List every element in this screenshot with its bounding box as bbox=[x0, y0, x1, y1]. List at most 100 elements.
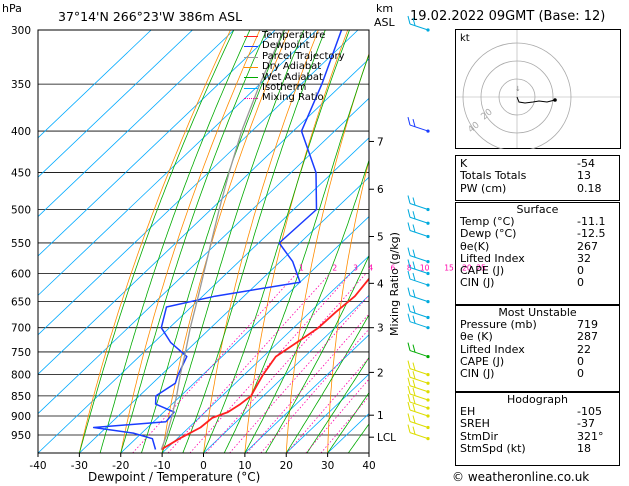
hodograph-unit: kt bbox=[460, 33, 470, 44]
x-tick-label: -20 bbox=[112, 460, 129, 472]
mu-li-row: Lifted Index 22 bbox=[460, 342, 591, 356]
wind-barbs bbox=[407, 15, 430, 441]
x-tick-label: -40 bbox=[29, 460, 46, 472]
wind-barb-feather bbox=[407, 222, 411, 231]
wind-barb bbox=[407, 116, 430, 133]
copyright-footer: © weatheronline.co.uk bbox=[452, 470, 590, 484]
legend-item: Mixing Ratio bbox=[244, 93, 345, 103]
wind-barb-dot bbox=[426, 414, 430, 418]
wind-barb-staff bbox=[409, 368, 429, 376]
wind-barb-feather bbox=[412, 249, 416, 258]
sreh-row: SREH -37 bbox=[460, 417, 595, 431]
wind-barb-feather bbox=[412, 395, 416, 404]
mixing-ratio-label: 1 bbox=[299, 264, 304, 273]
wind-barb-feather bbox=[407, 259, 411, 268]
wet-adiabat-line bbox=[161, 30, 305, 453]
surface-table: Surface Temp (°C) -11.1 Dewp (°C) -12.5 θe… bbox=[455, 202, 620, 305]
datetime-title: 19.02.2022 09GMT (Base: 12) bbox=[410, 9, 606, 24]
pw-row: PW (cm) 0.18 bbox=[460, 181, 602, 195]
isotherm-line bbox=[285, 373, 369, 453]
wind-barb-dot bbox=[426, 207, 430, 212]
isotherm-line bbox=[161, 255, 369, 453]
wet-adiabat-line bbox=[244, 158, 369, 453]
wind-barb-feather bbox=[407, 116, 411, 126]
pressure-tick-label: 400 bbox=[11, 126, 31, 138]
legend-swatch bbox=[244, 77, 258, 79]
wind-barb bbox=[407, 385, 430, 402]
location-title: 37°14'N 266°23'W 386m ASL bbox=[58, 9, 243, 24]
legend-swatch bbox=[244, 98, 258, 100]
wind-barb-staff bbox=[409, 23, 429, 31]
mixing-ratio-line bbox=[260, 328, 369, 453]
hodograph-trace bbox=[516, 96, 556, 104]
wind-barb bbox=[407, 342, 430, 359]
x-tick-label: 20 bbox=[280, 460, 293, 472]
wet-adiabat-line bbox=[182, 30, 326, 453]
totals-totals-row: Totals Totals 13 bbox=[460, 169, 591, 183]
wind-barb-feather bbox=[412, 362, 416, 371]
hodograph-storm-marker bbox=[553, 98, 557, 102]
wind-barb-feather bbox=[407, 313, 411, 322]
mixing-ratio-line bbox=[132, 273, 297, 453]
wet-adiabat-line bbox=[285, 314, 369, 453]
wind-barb-dot bbox=[426, 390, 430, 394]
legend-label: Temperature bbox=[262, 30, 326, 41]
wind-barb bbox=[407, 413, 430, 430]
wind-barb-dot bbox=[426, 315, 430, 320]
wind-barb-feather bbox=[412, 197, 416, 206]
wind-barb-dot bbox=[426, 381, 430, 385]
wind-barb-staff bbox=[409, 216, 429, 224]
wind-barb-staff bbox=[409, 230, 429, 237]
mixing-ratio-line bbox=[205, 273, 367, 453]
legend-item: Wet Adiabat bbox=[244, 72, 345, 83]
wind-barb-feather bbox=[412, 315, 416, 324]
most-unstable-table: Most Unstable Pressure (mb) 719 θe (K) 287… bbox=[455, 305, 620, 392]
mixing-ratio-axis-label: Mixing Ratio (g/kg) bbox=[388, 232, 401, 336]
surface-cin-row: CIN (J) 0 bbox=[460, 276, 584, 290]
wet-adiabat-line bbox=[306, 356, 369, 453]
wind-barb-staff bbox=[409, 202, 429, 210]
pressure-tick-label: 550 bbox=[11, 238, 31, 250]
wind-barb-feather bbox=[412, 118, 416, 127]
wind-barb-staff bbox=[409, 278, 429, 286]
mu-pressure-row: Pressure (mb) 719 bbox=[460, 318, 598, 331]
legend-label: Parcel Trajectory bbox=[262, 50, 345, 62]
wind-barb-staff bbox=[409, 255, 429, 263]
k-index-row: K -54 bbox=[460, 157, 595, 170]
wind-barb-feather bbox=[407, 303, 411, 312]
wind-barb-feather bbox=[412, 415, 416, 424]
wind-barb-feather bbox=[407, 401, 411, 411]
height-tick-label: 6 bbox=[377, 184, 384, 196]
wind-barb-feather bbox=[412, 387, 416, 396]
wind-barb-feather bbox=[407, 360, 411, 369]
wind-barb-feather bbox=[407, 385, 411, 395]
legend-swatch bbox=[244, 35, 258, 37]
wind-barb-staff bbox=[409, 432, 429, 440]
height-unit-asl: ASL bbox=[374, 16, 395, 29]
legend-swatch bbox=[244, 56, 258, 58]
legend-label: Dewpoint bbox=[262, 40, 310, 52]
mu-cape-row: CAPE (J) 0 bbox=[460, 354, 584, 368]
dry-adiabat-line bbox=[244, 30, 349, 453]
chart-series bbox=[92, 30, 369, 451]
surface-cape-row: CAPE (J) 0 bbox=[460, 264, 584, 278]
legend-item: Isotherm bbox=[244, 82, 345, 93]
wind-barb-feather bbox=[412, 261, 416, 270]
wind-barb-feather bbox=[412, 289, 416, 298]
x-tick-label: -10 bbox=[154, 460, 171, 472]
isotherm-line bbox=[203, 294, 369, 453]
wind-barb bbox=[407, 303, 430, 320]
wind-barb-feather bbox=[412, 403, 416, 412]
wind-barb bbox=[407, 270, 430, 287]
mixing-ratio-line bbox=[286, 357, 369, 453]
height-unit-km: km bbox=[376, 2, 394, 15]
wind-barb-staff bbox=[409, 409, 429, 417]
wet-adiabat-line bbox=[141, 30, 285, 453]
chart-axes: 1 2 3 4 6 8 10 15 20 2530035040045050055060065070… bbox=[11, 25, 486, 472]
wind-barb-feather bbox=[407, 247, 411, 256]
mixing-ratio-line bbox=[320, 395, 369, 453]
wind-barb-dot bbox=[426, 221, 430, 225]
mu-theta-row: θe (K) 287 bbox=[460, 330, 598, 344]
wind-barb-dot bbox=[426, 234, 430, 239]
wind-barb-feather bbox=[407, 413, 411, 422]
